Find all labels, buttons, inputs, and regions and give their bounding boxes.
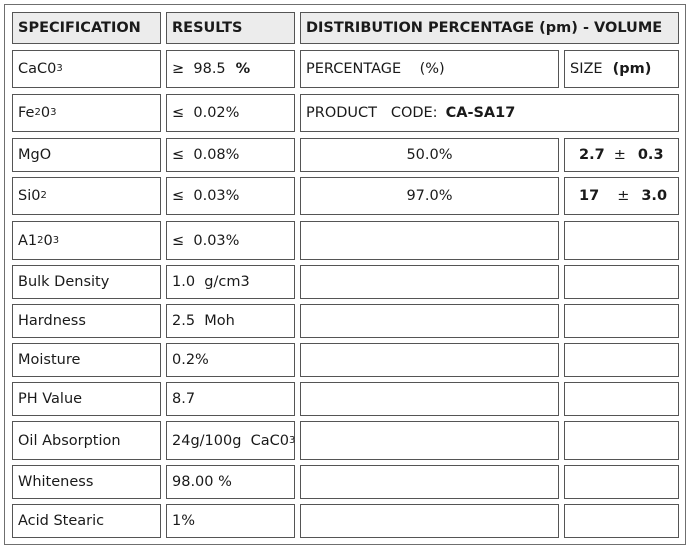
header-distribution: DISTRIBUTION PERCENTAGE (pm) - VOLUME [300,12,679,44]
spec-label: PH Value [18,391,83,407]
result-value: 1% [172,513,196,529]
empty-percentage-cell [300,343,559,377]
empty-percentage-cell [300,304,559,338]
size-value: 17 [579,188,600,204]
percentage-label: PERCENTAGE (%) [306,61,445,77]
spec-label: CaC0 [18,61,57,77]
spec-cell-sio2: Si0 2 [12,177,161,215]
spec-label: Moisture [18,352,81,368]
result-cell-ph-value: 8.7 [166,382,295,416]
result-value: 24g/100g CaC0 [172,432,289,449]
result-cell-acid-stearic: 1% [166,504,295,538]
header-specification-label: SPECIFICATION [18,20,141,36]
empty-percentage-cell [300,504,559,538]
spec-cell-moisture: Moisture [12,343,161,377]
result-cell-sio2: ≤ 0.03% [166,177,295,215]
plus-minus-sign: ± [613,147,626,163]
spec-cell-fe2o3: Fe 2 0 3 [12,94,161,132]
empty-percentage-cell [300,265,559,299]
result-cell-al2o3: ≤ 0.03% [166,221,295,260]
empty-size-cell [564,421,679,460]
empty-size-cell [564,382,679,416]
result-value: ≤ 0.08% [172,147,240,163]
header-results: RESULTS [166,12,295,44]
result-cell-fe2o3: ≤ 0.02% [166,94,295,132]
empty-size-cell [564,343,679,377]
result-value: 0.2% [172,352,209,368]
result-cell-hardness: 2.5 Moh [166,304,295,338]
spec-label: Bulk Density [18,274,110,290]
result-cell-caco3: ≥ 98.5% [166,50,295,88]
result-value: ≤ 0.03% [172,232,240,249]
spec-table [4,4,686,545]
result-cell-mgo: ≤ 0.08% [166,138,295,172]
product-code-cell: PRODUCT CODE: CA-SA17 [300,94,679,132]
spec-label: Hardness [18,313,86,329]
spec-label: Whiteness [18,474,94,490]
result-unit: % [235,61,251,77]
size-header-cell: SIZE (pm) [564,50,679,88]
spec-label: Acid Stearic [18,513,105,529]
empty-percentage-cell [300,382,559,416]
size-cell-1: 2.7 ±0.3 [564,138,679,172]
product-code-value: CA-SA17 [445,105,516,121]
spec-cell-whiteness: Whiteness [12,465,161,499]
spec-label: MgO [18,147,52,163]
result-cell-moisture: 0.2% [166,343,295,377]
product-code-label: PRODUCT CODE: [306,105,438,121]
percentage-value: 97.0% [406,188,453,204]
size-tolerance: 3.0 [641,188,668,204]
result-value: ≤ 0.02% [172,105,240,121]
spec-cell-oil-absorption: Oil Absorption [12,421,161,460]
plus-minus-sign: ± [617,188,630,204]
size-value: 2.7 [579,147,605,163]
header-results-label: RESULTS [172,20,243,36]
size-cell-2: 17 ±3.0 [564,177,679,215]
spec-cell-bulk-density: Bulk Density [12,265,161,299]
spec-cell-ph-value: PH Value [12,382,161,416]
result-value: 2.5 Moh [172,313,235,329]
percentage-header-cell: PERCENTAGE (%) [300,50,559,88]
spec-label: Oil Absorption [18,432,121,449]
header-distribution-label: DISTRIBUTION PERCENTAGE (pm) - VOLUME [306,20,663,36]
spec-cell-al2o3: A1 2 0 3 [12,221,161,260]
result-value: 1.0 g/cm3 [172,274,250,290]
spec-cell-mgo: MgO [12,138,161,172]
size-unit: (pm) [612,61,652,77]
percentage-cell-2: 97.0% [300,177,559,215]
result-value: ≥ 98.5 [172,61,226,77]
empty-size-cell [564,221,679,260]
result-cell-oil-absorption: 24g/100g CaC0 3 [166,421,295,460]
percentage-value: 50.0% [406,147,453,163]
empty-size-cell [564,265,679,299]
empty-size-cell [564,465,679,499]
empty-percentage-cell [300,465,559,499]
size-tolerance: 0.3 [637,147,664,163]
spec-label-tail: 0 [40,105,51,121]
percentage-cell-1: 50.0% [300,138,559,172]
header-specification: SPECIFICATION [12,12,161,44]
size-label: SIZE [570,61,603,77]
spec-label: A1 [18,232,38,249]
empty-size-cell [564,504,679,538]
result-cell-whiteness: 98.00 % [166,465,295,499]
spec-label: Si0 [18,188,41,204]
spec-cell-acid-stearic: Acid Stearic [12,504,161,538]
result-cell-bulk-density: 1.0 g/cm3 [166,265,295,299]
result-value: ≤ 0.03% [172,188,240,204]
empty-percentage-cell [300,421,559,460]
result-value: 98.00 % [172,474,232,490]
spec-cell-hardness: Hardness [12,304,161,338]
spec-label: Fe [18,105,35,121]
spec-label-tail: 0 [43,232,53,249]
result-value: 8.7 [172,391,196,407]
empty-percentage-cell [300,221,559,260]
empty-size-cell [564,304,679,338]
spec-cell-caco3: CaC0 3 [12,50,161,88]
